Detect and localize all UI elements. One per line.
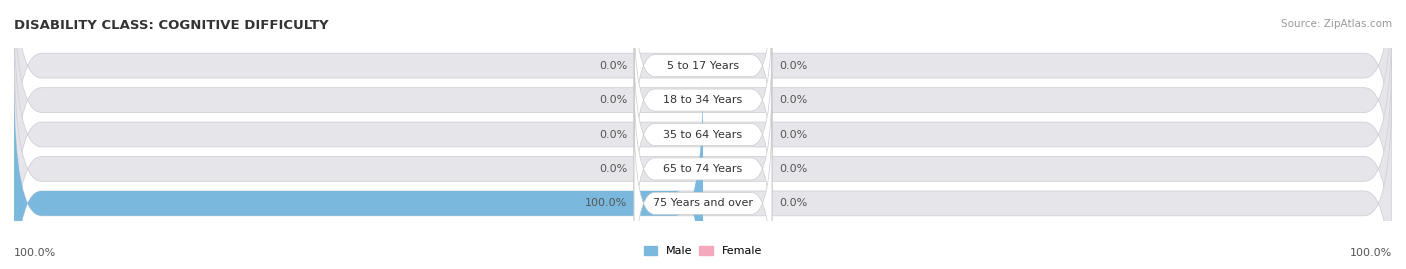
Text: 65 to 74 Years: 65 to 74 Years: [664, 164, 742, 174]
Text: 0.0%: 0.0%: [599, 129, 627, 140]
FancyBboxPatch shape: [634, 42, 772, 227]
FancyBboxPatch shape: [634, 111, 772, 269]
Text: 0.0%: 0.0%: [779, 95, 807, 105]
Text: 0.0%: 0.0%: [599, 164, 627, 174]
FancyBboxPatch shape: [634, 0, 772, 158]
Text: 5 to 17 Years: 5 to 17 Years: [666, 61, 740, 71]
Text: 35 to 64 Years: 35 to 64 Years: [664, 129, 742, 140]
Text: 0.0%: 0.0%: [779, 198, 807, 208]
FancyBboxPatch shape: [14, 78, 703, 269]
Text: Source: ZipAtlas.com: Source: ZipAtlas.com: [1281, 19, 1392, 29]
Text: 100.0%: 100.0%: [1350, 248, 1392, 258]
FancyBboxPatch shape: [14, 0, 1392, 191]
Text: 0.0%: 0.0%: [599, 95, 627, 105]
FancyBboxPatch shape: [14, 9, 1392, 260]
Text: 75 Years and over: 75 Years and over: [652, 198, 754, 208]
Text: 0.0%: 0.0%: [779, 164, 807, 174]
FancyBboxPatch shape: [634, 77, 772, 261]
FancyBboxPatch shape: [634, 8, 772, 192]
Legend: Male, Female: Male, Female: [640, 241, 766, 261]
FancyBboxPatch shape: [14, 44, 1392, 269]
Text: 18 to 34 Years: 18 to 34 Years: [664, 95, 742, 105]
Text: 0.0%: 0.0%: [599, 61, 627, 71]
Text: 0.0%: 0.0%: [779, 61, 807, 71]
FancyBboxPatch shape: [14, 0, 1392, 225]
Text: DISABILITY CLASS: COGNITIVE DIFFICULTY: DISABILITY CLASS: COGNITIVE DIFFICULTY: [14, 19, 329, 32]
Text: 0.0%: 0.0%: [779, 129, 807, 140]
Text: 100.0%: 100.0%: [14, 248, 56, 258]
FancyBboxPatch shape: [14, 78, 1392, 269]
Text: 100.0%: 100.0%: [585, 198, 627, 208]
